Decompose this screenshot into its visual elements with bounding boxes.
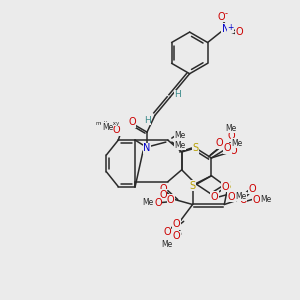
Text: O: O — [173, 231, 181, 241]
Text: Me: Me — [232, 139, 243, 148]
Text: O: O — [173, 219, 181, 229]
Text: Me: Me — [102, 123, 113, 132]
Text: N: N — [143, 143, 151, 153]
Text: O: O — [211, 192, 218, 202]
Text: Me: Me — [260, 195, 272, 204]
Text: O: O — [163, 227, 171, 237]
Text: Me: Me — [174, 140, 185, 149]
Text: O: O — [252, 194, 260, 205]
Text: S: S — [193, 143, 199, 153]
Text: H: H — [144, 116, 150, 125]
Text: O: O — [221, 182, 229, 192]
Text: O: O — [224, 143, 231, 153]
Text: Me: Me — [161, 240, 172, 249]
Text: Me: Me — [174, 130, 185, 140]
Text: H: H — [174, 90, 181, 99]
Text: methoxy: methoxy — [95, 121, 119, 126]
Text: O: O — [239, 194, 247, 205]
Text: O: O — [167, 194, 175, 205]
Text: N: N — [222, 24, 229, 34]
Text: O: O — [159, 184, 167, 194]
Text: O: O — [215, 138, 223, 148]
Text: O: O — [236, 27, 243, 37]
Text: O: O — [112, 125, 120, 135]
Text: O: O — [218, 12, 225, 22]
Text: Me: Me — [236, 192, 247, 201]
Text: O: O — [159, 190, 167, 200]
Text: O: O — [230, 146, 237, 156]
Text: O: O — [248, 184, 256, 194]
Text: -: - — [225, 9, 228, 18]
Text: O: O — [128, 117, 136, 127]
Text: O: O — [227, 131, 235, 141]
Text: S: S — [224, 181, 230, 191]
Text: S: S — [190, 181, 196, 191]
Text: Me: Me — [226, 124, 237, 133]
Text: O: O — [154, 197, 162, 208]
Text: O: O — [227, 192, 235, 202]
Text: +: + — [227, 23, 234, 32]
Text: Me: Me — [142, 198, 154, 207]
